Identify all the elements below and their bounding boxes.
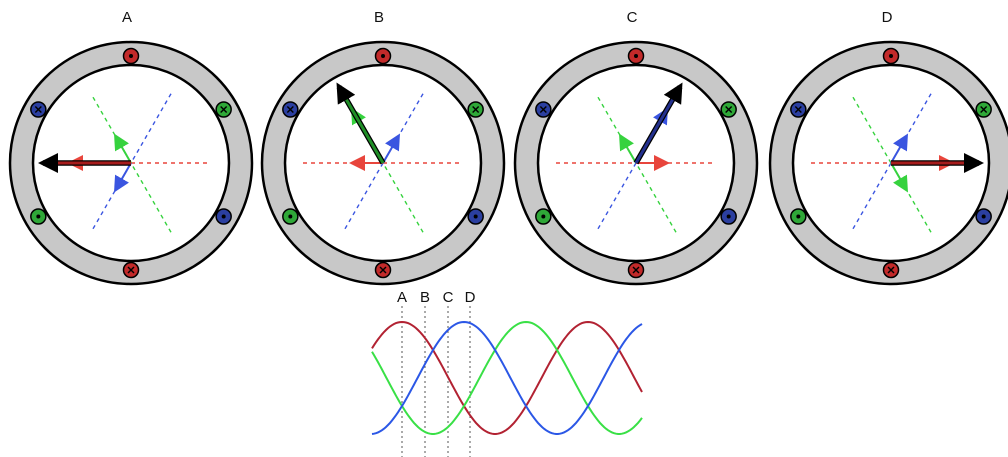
- coil-cross-icon: [374, 261, 392, 279]
- coil-dot-icon: [627, 47, 645, 65]
- coil-dot-icon: [282, 208, 299, 225]
- stator-panels: A B C D: [8, 9, 1008, 286]
- coil-dot-icon: [467, 208, 484, 225]
- resultant-fill: [341, 92, 385, 164]
- coil-cross-icon: [882, 261, 900, 279]
- phase-vector-2: [890, 133, 909, 164]
- coil-dot-icon: [374, 47, 392, 65]
- panel-label: D: [882, 9, 893, 26]
- phase-vector-1: [113, 133, 132, 164]
- coil-cross-icon: [790, 101, 807, 118]
- coil-cross-icon: [122, 261, 140, 279]
- waveform-phase-green: [371, 320, 643, 435]
- time-marker-label: B: [420, 289, 430, 306]
- coil-cross-icon: [720, 101, 737, 118]
- time-marker-label: C: [443, 289, 454, 306]
- panel-label: A: [122, 9, 132, 26]
- coil-dot-icon: [215, 208, 232, 225]
- stator-panel-b: B: [260, 9, 506, 286]
- coil-cross-icon: [30, 101, 47, 118]
- coil-dot-icon: [535, 208, 552, 225]
- coil-dot-icon: [975, 208, 992, 225]
- coil-dot-icon: [882, 47, 900, 65]
- coil-cross-icon: [975, 101, 992, 118]
- coil-dot-icon: [30, 208, 47, 225]
- coil-dot-icon: [122, 47, 140, 65]
- coil-cross-icon: [467, 101, 484, 118]
- coil-cross-icon: [215, 101, 232, 118]
- phase-vector-1: [890, 162, 909, 193]
- panel-label: B: [374, 9, 384, 26]
- coil-dot-icon: [790, 208, 807, 225]
- stator-panel-c: C: [513, 9, 759, 286]
- resultant-vector: [663, 82, 683, 105]
- stator-panel-a: A: [8, 9, 254, 286]
- waveform-phase-blue: [371, 320, 643, 435]
- coil-cross-icon: [282, 101, 299, 118]
- panel-label: C: [627, 9, 638, 26]
- resultant-vector: [336, 82, 356, 105]
- phase-vector-2: [382, 133, 401, 164]
- phase-vector-2: [113, 162, 132, 193]
- coil-cross-icon: [535, 101, 552, 118]
- time-marker-label: A: [397, 289, 407, 306]
- resultant-fill: [634, 92, 678, 164]
- time-marker-label: D: [465, 289, 476, 306]
- waveform-phase-red: [371, 320, 643, 435]
- stator-panel-d: D: [768, 9, 1008, 286]
- coil-dot-icon: [720, 208, 737, 225]
- coil-cross-icon: [627, 261, 645, 279]
- phase-vector-1: [618, 133, 637, 164]
